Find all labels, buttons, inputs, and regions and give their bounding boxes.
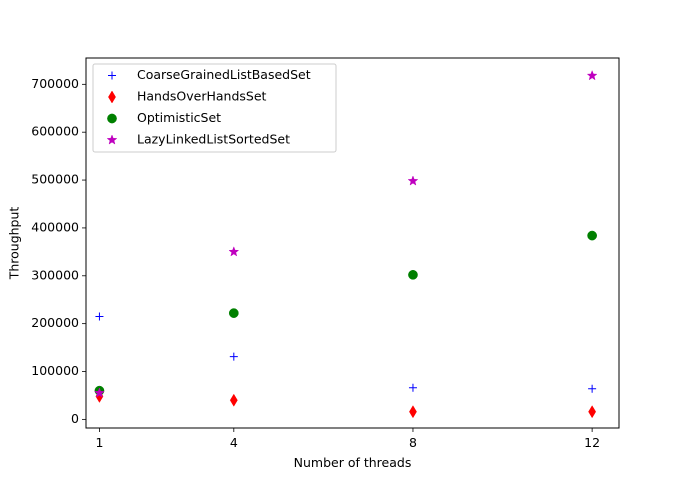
plot-area: [85, 57, 620, 429]
data-point-series-3: [586, 69, 598, 81]
data-point-series-2: [587, 230, 597, 241]
y-tick-label: 500000: [31, 172, 79, 187]
data-point-series-1: [229, 393, 238, 407]
y-axis-label: Throughput: [7, 207, 22, 281]
data-point-series-0: [408, 383, 417, 392]
x-tick-label: 4: [230, 435, 238, 450]
legend-label: LazyLinkedListSortedSet: [137, 132, 290, 147]
y-tick-label: 0: [71, 411, 79, 426]
x-tick-label: 8: [409, 435, 417, 450]
data-point-series-0: [95, 312, 104, 321]
y-tick-label: 100000: [31, 363, 79, 378]
x-tick-label: 12: [584, 435, 600, 450]
data-point-series-3: [94, 387, 105, 398]
y-tick-label: 600000: [31, 124, 79, 139]
y-tick-label: 300000: [31, 267, 79, 282]
axis-ticks: 1 4 8 12 0 100000 200000 300000 400000 500000 6000…: [31, 76, 600, 450]
data-point-series-0: [588, 384, 597, 393]
legend-marker: [108, 71, 116, 80]
data-points: [94, 69, 598, 419]
data-point-series-2: [228, 308, 239, 318]
data-point-series-0: [229, 352, 238, 361]
legend-label: HandsOverHandsSet: [137, 89, 267, 104]
legend-box: [92, 63, 337, 153]
data-point-series-3: [407, 175, 419, 186]
legend-label: CoarseGrainedListBasedSet: [137, 67, 311, 82]
y-tick-label: 200000: [31, 315, 79, 330]
legend-label: OptimisticSet: [137, 110, 221, 125]
legend: CoarseGrainedListBasedSet HandsOverHandsS…: [92, 63, 337, 153]
x-tick-label: 1: [95, 435, 103, 450]
legend-marker: [107, 113, 117, 124]
y-tick-label: 400000: [31, 219, 79, 234]
legend-marker: [108, 90, 116, 104]
x-axis-label: Number of threads: [294, 455, 412, 470]
legend-marker: [106, 134, 118, 145]
data-point-series-2: [408, 269, 418, 280]
data-point-series-1: [409, 405, 417, 419]
y-tick-label: 700000: [31, 76, 79, 91]
data-point-series-3: [228, 246, 240, 257]
data-point-series-1: [588, 405, 597, 419]
